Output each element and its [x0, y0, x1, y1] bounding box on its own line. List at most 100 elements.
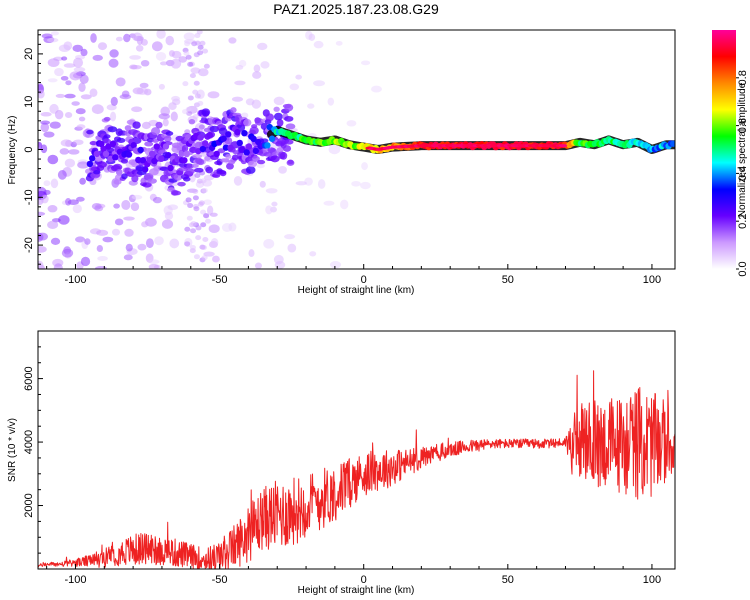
snr-x-tick-label: -50: [212, 574, 228, 586]
spectrogram-ridge-cell: [243, 149, 250, 156]
spectrogram-noise-cell: [187, 203, 194, 209]
spectrogram-cell: [150, 127, 161, 136]
spectrogram-cell: [191, 163, 199, 168]
spectrogram-ridge-cell: [137, 146, 144, 154]
spectrogram-noise-cell: [271, 201, 278, 207]
spectrogram-cell: [231, 154, 239, 161]
spectrogram-noise-cell: [185, 54, 192, 60]
spectrogram-cell: [103, 134, 111, 139]
spectrogram-noise-cell: [40, 112, 52, 117]
spectrogram-noise-cell: [203, 199, 212, 205]
spectrogram-noise-cell: [73, 66, 86, 73]
spectrogram-noise-cell: [43, 180, 51, 187]
spectrogram-noise-cell: [61, 248, 74, 258]
spectrogram-noise-cell: [125, 243, 133, 252]
spectrogram-cell: [155, 121, 163, 129]
snr-x-tick-label: 0: [361, 574, 367, 586]
spectrogram-ridge-cell: [197, 134, 204, 141]
spectrogram-noise-cell: [110, 96, 118, 106]
spectrogram-noise-cell: [64, 112, 73, 118]
spectrogram-noise-cell: [171, 95, 181, 102]
spectrogram-ridge-cell: [151, 157, 158, 165]
spectrogram-noise-cell: [207, 91, 220, 99]
colorbar-ticks: 0.0 0.2 0.4 0.6 0.8: [736, 70, 749, 277]
spectrogram-noise-cell: [50, 237, 61, 245]
spectrogram-noise-cell: [75, 108, 86, 115]
spectrogram-noise-cell: [200, 178, 207, 184]
spectrogram-noise-cell: [58, 44, 71, 52]
spectrogram-cell: [283, 139, 294, 145]
spectrogram-cell: [219, 158, 230, 163]
spectrogram-noise-cell: [65, 198, 72, 206]
spectrogram-noise-cell: [197, 50, 204, 56]
colorbar-tick-label: 0.6: [737, 118, 749, 133]
spectrogram-noise-cell: [289, 83, 300, 91]
spectrogram-noise-cell: [109, 111, 117, 122]
spectrogram-noise-cell: [129, 64, 138, 70]
spectrogram-noise-cell: [80, 48, 88, 57]
spectrogram-noise-cell: [171, 50, 182, 59]
snr-y-ticks: 2000 4000 6000: [23, 330, 43, 570]
spectrogram-noise-cell: [170, 58, 182, 69]
snr-y-axis-label: SNR (10 * v/v): [7, 418, 18, 482]
spectrogram-noise-cell: [80, 256, 91, 267]
spectrogram-cell: [185, 168, 195, 175]
spectrogram-noise-cell: [164, 211, 174, 220]
spectrogram-noise-cell: [131, 194, 143, 200]
spectrogram-noise-cell: [192, 89, 199, 95]
spectrogram-noise-cell: [259, 180, 266, 188]
spectrogram-noise-cell: [47, 205, 58, 213]
spectrogram-noise-cell: [212, 255, 220, 263]
spectrogram-cell: [124, 125, 132, 131]
spectrogram-noise-cell: [370, 85, 382, 93]
spectrogram-cell: [182, 176, 191, 182]
spectrogram-noise-cell: [97, 256, 108, 261]
spectrogram-noise-cell: [200, 244, 207, 250]
spectrogram-cell: [194, 167, 204, 173]
spectrogram-noise-cell: [108, 58, 119, 68]
spectrogram-y-tick-label: -20: [23, 237, 35, 253]
spectrogram-noise-cell: [38, 83, 44, 92]
spectrogram-noise-cell: [40, 194, 49, 204]
spectrogram-noise-cell: [260, 61, 270, 69]
spectrogram-noise-cell: [109, 49, 119, 58]
spectrogram-noise-cell: [201, 187, 208, 193]
spectrogram-noise-cell: [346, 120, 357, 127]
spectrogram-noise-cell: [361, 162, 368, 171]
spectrogram-noise-cell: [183, 32, 195, 41]
spectrogram-cell: [144, 141, 154, 147]
spectrogram-noise-cell: [58, 215, 70, 225]
spectrogram-noise-cell: [38, 245, 47, 253]
spectrogram-noise-cell: [203, 213, 210, 219]
spectrogram-noise-cell: [129, 55, 142, 60]
spectrogram-noise-cell: [40, 120, 51, 125]
spectrogram-noise-cell: [328, 144, 341, 155]
spectrogram-cell: [265, 113, 274, 122]
spectrogram-noise-cell: [79, 74, 89, 84]
spectrogram-noise-cell: [241, 112, 249, 119]
spectrogram-ridge-cell: [252, 147, 260, 155]
spectrogram-noise-cell: [80, 94, 92, 100]
spectrogram-noise-cell: [198, 200, 205, 206]
spectrogram-cell: [279, 151, 288, 160]
spectrogram-noise-cell: [235, 65, 244, 70]
spectrogram-cell: [192, 154, 203, 159]
spectrogram-noise-cell: [251, 99, 262, 109]
spectrogram-ridge-cell: [162, 143, 170, 150]
spectrogram-noise-cell: [203, 63, 210, 69]
spectrogram-noise-cell: [123, 33, 131, 43]
spectrogram-noise-cell: [47, 58, 60, 68]
spectrogram-noise-cell: [170, 111, 178, 122]
spectrogram-noise-cell: [335, 40, 343, 46]
spectrogram-noise-cell: [73, 139, 84, 146]
spectrogram-noise-cell: [265, 188, 278, 194]
spectrogram-x-tick-label: -100: [64, 274, 86, 286]
spectrogram-noise-cell: [155, 51, 167, 61]
spectrogram-y-tick-label: -10: [23, 189, 35, 205]
spectrogram-ridge-cell: [167, 164, 174, 172]
spectrogram-noise-cell: [96, 244, 104, 252]
spectrogram-noise-cell: [57, 170, 67, 180]
spectrogram-noise-cell: [139, 82, 149, 89]
chart-title: PAZ1.2025.187.23.08.G29: [273, 1, 439, 17]
spectrogram-noise-cell: [154, 236, 164, 246]
